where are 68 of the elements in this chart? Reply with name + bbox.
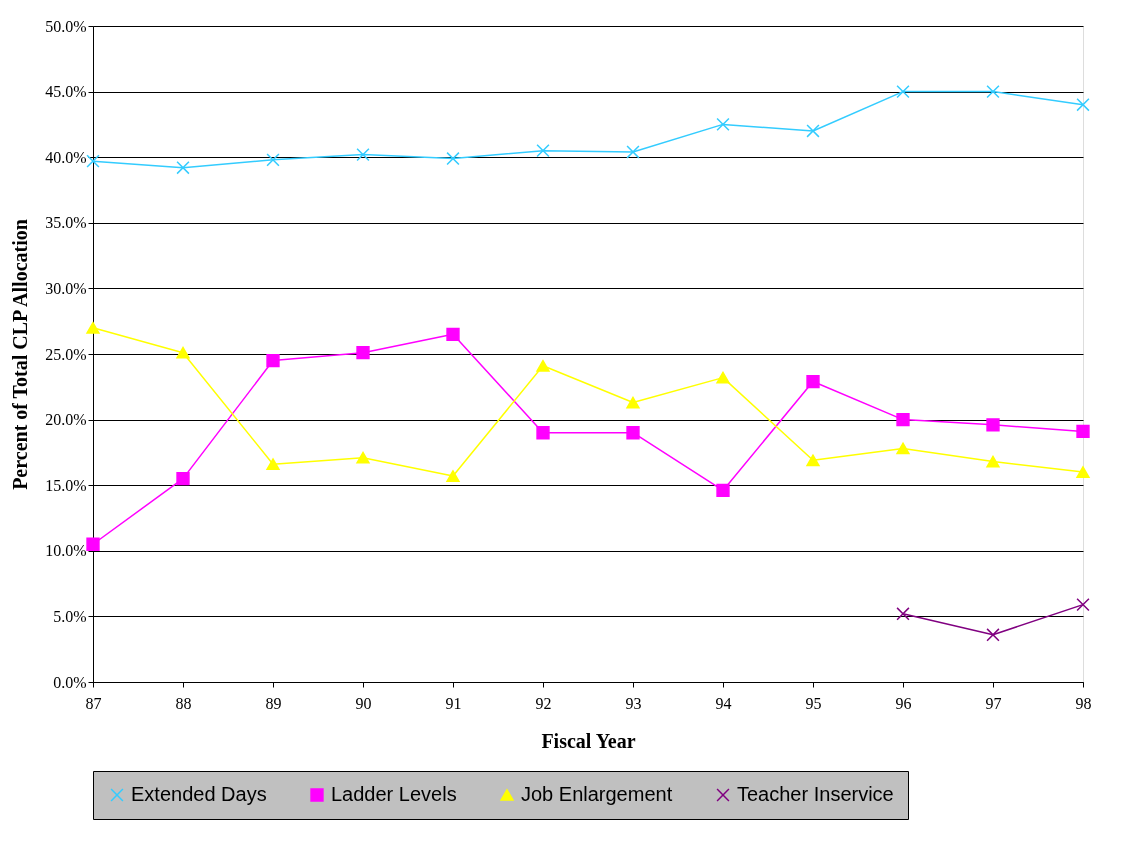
point: [356, 346, 370, 360]
point: [266, 153, 280, 167]
point: [986, 455, 1000, 468]
point: [896, 84, 910, 99]
point: [986, 418, 1000, 432]
point: [1076, 597, 1090, 612]
point: [1076, 98, 1090, 112]
point: [1076, 424, 1090, 439]
point: [716, 371, 730, 384]
y-tick-label: 45.0%: [45, 83, 87, 101]
point: [716, 483, 730, 498]
x-tick-label: 98: [1075, 694, 1092, 712]
x-tick-label: 92: [535, 694, 552, 712]
point: [626, 396, 640, 409]
point: [86, 321, 100, 334]
point: [356, 451, 370, 464]
y-tick-label: 50.0%: [45, 17, 87, 35]
x-axis-title: Fiscal Year: [541, 729, 636, 752]
y-axis-title: Percent of Total CLP Allocation: [9, 219, 32, 490]
point: [266, 353, 280, 368]
point: [716, 117, 730, 132]
legend-label: Extended Days: [131, 783, 267, 805]
legend-label: Teacher Inservice: [737, 783, 894, 805]
x-tick-label: 95: [805, 694, 822, 712]
point: [626, 426, 640, 440]
y-tick-label: 30.0%: [45, 279, 87, 297]
point: [446, 151, 460, 166]
x-tick-label: 90: [355, 694, 372, 712]
y-tick-label: 35.0%: [45, 214, 87, 232]
point: [536, 359, 550, 372]
point: [176, 346, 190, 359]
point: [896, 607, 910, 621]
x-tick-label: 97: [985, 694, 1002, 712]
y-tick-label: 40.0%: [45, 148, 87, 166]
point: [86, 154, 100, 168]
point: [626, 145, 640, 159]
point: [176, 161, 190, 175]
y-tick-label: 10.0%: [45, 542, 87, 560]
point: [266, 458, 280, 471]
point: [176, 471, 190, 486]
x-tick-label: 94: [715, 694, 732, 712]
point: [536, 143, 550, 158]
legend-label: Ladder Levels: [331, 783, 457, 805]
point: [356, 147, 370, 162]
y-tick-label: 20.0%: [45, 411, 87, 429]
point: [896, 442, 910, 455]
point: [986, 628, 1000, 642]
x-tick-label: 88: [175, 694, 192, 712]
x-tick-label: 89: [265, 694, 282, 712]
point: [806, 454, 820, 467]
point: [536, 426, 550, 440]
point: [806, 124, 820, 138]
point: [896, 412, 910, 427]
point: [86, 537, 100, 551]
y-tick-label: 25.0%: [45, 345, 87, 363]
x-tick-label: 96: [895, 694, 912, 712]
y-tick-label: 0.0%: [53, 673, 87, 691]
x-tick-label: 93: [625, 694, 642, 712]
x-tick-label: 87: [85, 694, 102, 712]
legend-label: Job Enlargement: [521, 783, 673, 805]
y-tick-label: 15.0%: [45, 476, 87, 494]
point: [446, 327, 460, 341]
x-tick-label: 91: [445, 694, 462, 712]
y-tick-label: 5.0%: [53, 607, 87, 625]
point: [806, 374, 820, 389]
point: [446, 470, 460, 482]
point: [986, 84, 1000, 99]
point: [1076, 466, 1090, 478]
